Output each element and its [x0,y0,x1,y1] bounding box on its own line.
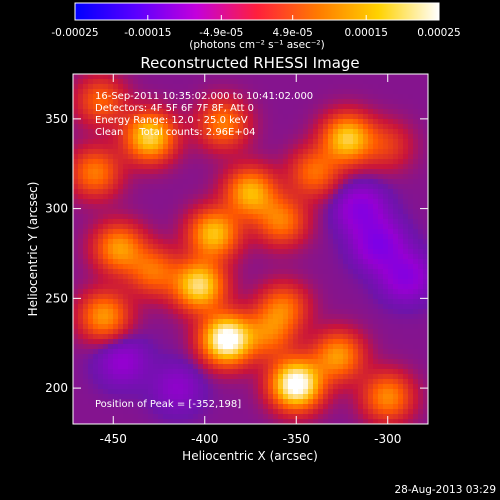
peak-position-label: Position of Peak = [-352,198] [95,399,241,410]
colorbar-tick-label: 0.00015 [344,27,387,39]
annotation-total-counts: Clean Total counts: 2.96E+04 [95,127,255,138]
x-axis-label: Heliocentric X (arcsec) [182,449,318,463]
colorbar: -0.00025 -0.00015 -4.9e-05 4.9e-05 0.00015 0.… [51,2,461,51]
y-axis-label: Heliocentric Y (arcsec) [26,182,40,317]
annotation-detectors: Detectors: 4F 5F 6F 7F 8F, Att 0 [95,103,254,114]
x-tick-label: -450 [100,432,127,446]
y-tick-label: 250 [45,291,68,305]
footer-timestamp: 28-Aug-2013 03:29 [394,484,496,496]
x-tick-label: -300 [374,432,401,446]
colorbar-gradient [74,2,440,21]
heatmap-image [73,74,429,425]
image-area [73,74,429,425]
annotation-time-range: 16-Sep-2011 10:35:02.000 to 10:41:02.000 [95,91,313,102]
y-tick-label: 200 [45,381,68,395]
x-tick-label: -400 [191,432,218,446]
y-tick-label: 300 [45,202,68,216]
x-axis-ticks: -450 -400 -350 -300 [100,74,401,446]
colorbar-tick-label: -0.00025 [51,27,98,39]
colorbar-tick-label: -4.9e-05 [199,27,243,39]
colorbar-ticks: -0.00025 -0.00015 -4.9e-05 4.9e-05 0.00015 0.… [51,15,461,39]
colorbar-units: (photons cm⁻² s⁻¹ asec⁻²) [189,39,324,51]
y-axis-ticks: 200 250 300 350 [45,112,428,395]
y-tick-label: 350 [45,112,68,126]
colorbar-tick-label: 4.9e-05 [273,27,313,39]
chart-title: Reconstructed RHESSI Image [140,54,359,72]
plot-axes [72,73,429,425]
colorbar-tick-label: -0.00015 [124,27,171,39]
colorbar-tick-label: 0.00025 [417,27,460,39]
x-tick-label: -350 [283,432,310,446]
annotation-energy-range: Energy Range: 12.0 - 25.0 keV [95,115,248,126]
